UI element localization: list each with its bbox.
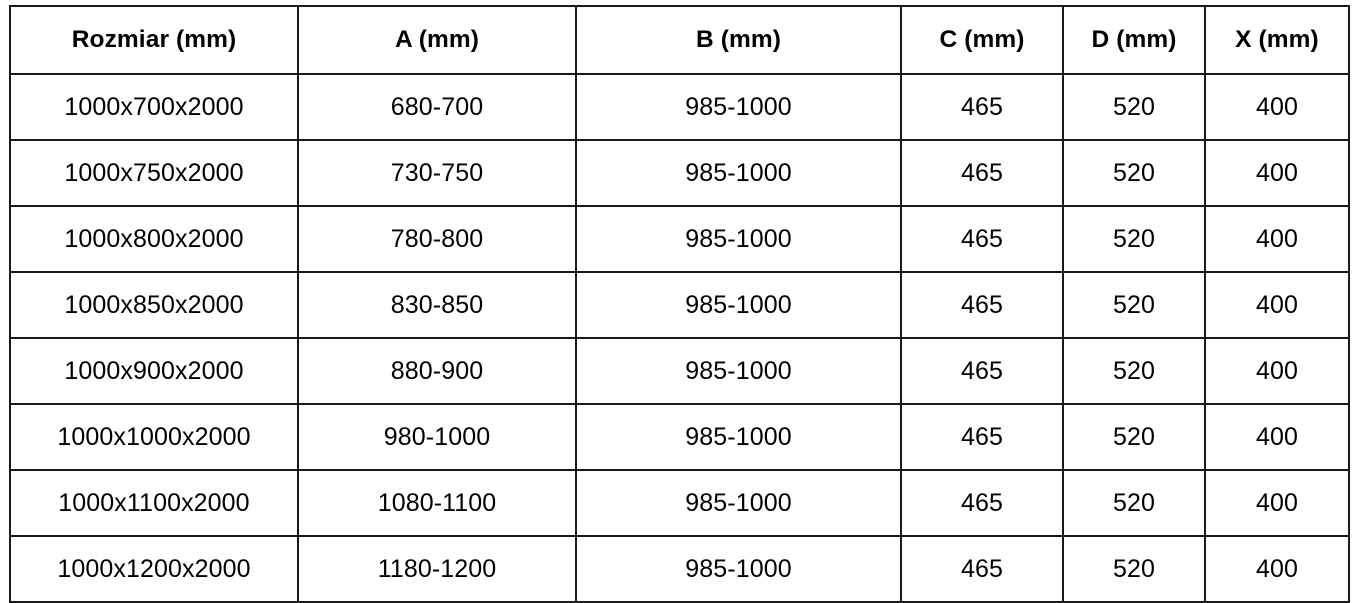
cell-x: 400 (1204, 469, 1350, 537)
dimensions-table: Rozmiar (mm) A (mm) B (mm) C (mm) D (mm)… (9, 5, 1350, 603)
cell-a: 1180-1200 (297, 535, 577, 603)
cell-d: 520 (1062, 337, 1206, 405)
cell-b: 985-1000 (575, 337, 902, 405)
table-row: 1000x1100x2000 1080-1100 985-1000 465 52… (9, 469, 1350, 537)
column-header-x: X (mm) (1204, 5, 1350, 75)
column-header-c: C (mm) (900, 5, 1064, 75)
cell-d: 520 (1062, 403, 1206, 471)
cell-x: 400 (1204, 139, 1350, 207)
cell-c: 465 (900, 403, 1064, 471)
cell-c: 465 (900, 271, 1064, 339)
table-header-row: Rozmiar (mm) A (mm) B (mm) C (mm) D (mm)… (9, 5, 1350, 75)
cell-a: 980-1000 (297, 403, 577, 471)
table-row: 1000x850x2000 830-850 985-1000 465 520 4… (9, 271, 1350, 339)
column-header-b: B (mm) (575, 5, 902, 75)
cell-d: 520 (1062, 73, 1206, 141)
cell-x: 400 (1204, 403, 1350, 471)
column-header-d: D (mm) (1062, 5, 1206, 75)
cell-d: 520 (1062, 139, 1206, 207)
cell-size: 1000x700x2000 (9, 73, 299, 141)
cell-b: 985-1000 (575, 205, 902, 273)
cell-a: 880-900 (297, 337, 577, 405)
cell-b: 985-1000 (575, 469, 902, 537)
cell-c: 465 (900, 469, 1064, 537)
table-row: 1000x900x2000 880-900 985-1000 465 520 4… (9, 337, 1350, 405)
cell-c: 465 (900, 139, 1064, 207)
cell-x: 400 (1204, 271, 1350, 339)
table-row: 1000x700x2000 680-700 985-1000 465 520 4… (9, 73, 1350, 141)
cell-size: 1000x1200x2000 (9, 535, 299, 603)
table-header: Rozmiar (mm) A (mm) B (mm) C (mm) D (mm)… (9, 5, 1350, 75)
cell-c: 465 (900, 73, 1064, 141)
cell-size: 1000x850x2000 (9, 271, 299, 339)
cell-a: 730-750 (297, 139, 577, 207)
cell-d: 520 (1062, 205, 1206, 273)
cell-b: 985-1000 (575, 271, 902, 339)
cell-x: 400 (1204, 73, 1350, 141)
cell-x: 400 (1204, 205, 1350, 273)
cell-c: 465 (900, 337, 1064, 405)
cell-b: 985-1000 (575, 403, 902, 471)
cell-c: 465 (900, 205, 1064, 273)
cell-x: 400 (1204, 337, 1350, 405)
column-header-size: Rozmiar (mm) (9, 5, 299, 75)
cell-c: 465 (900, 535, 1064, 603)
cell-size: 1000x900x2000 (9, 337, 299, 405)
cell-x: 400 (1204, 535, 1350, 603)
table-body: 1000x700x2000 680-700 985-1000 465 520 4… (9, 73, 1350, 603)
cell-a: 680-700 (297, 73, 577, 141)
cell-d: 520 (1062, 469, 1206, 537)
cell-d: 520 (1062, 535, 1206, 603)
table-row: 1000x1200x2000 1180-1200 985-1000 465 52… (9, 535, 1350, 603)
column-header-a: A (mm) (297, 5, 577, 75)
cell-a: 780-800 (297, 205, 577, 273)
cell-size: 1000x800x2000 (9, 205, 299, 273)
cell-b: 985-1000 (575, 73, 902, 141)
cell-size: 1000x750x2000 (9, 139, 299, 207)
dimensions-table-container: Rozmiar (mm) A (mm) B (mm) C (mm) D (mm)… (9, 5, 1350, 603)
cell-size: 1000x1000x2000 (9, 403, 299, 471)
table-row: 1000x750x2000 730-750 985-1000 465 520 4… (9, 139, 1350, 207)
table-row: 1000x800x2000 780-800 985-1000 465 520 4… (9, 205, 1350, 273)
cell-a: 1080-1100 (297, 469, 577, 537)
cell-d: 520 (1062, 271, 1206, 339)
cell-a: 830-850 (297, 271, 577, 339)
cell-b: 985-1000 (575, 139, 902, 207)
cell-size: 1000x1100x2000 (9, 469, 299, 537)
cell-b: 985-1000 (575, 535, 902, 603)
table-row: 1000x1000x2000 980-1000 985-1000 465 520… (9, 403, 1350, 471)
